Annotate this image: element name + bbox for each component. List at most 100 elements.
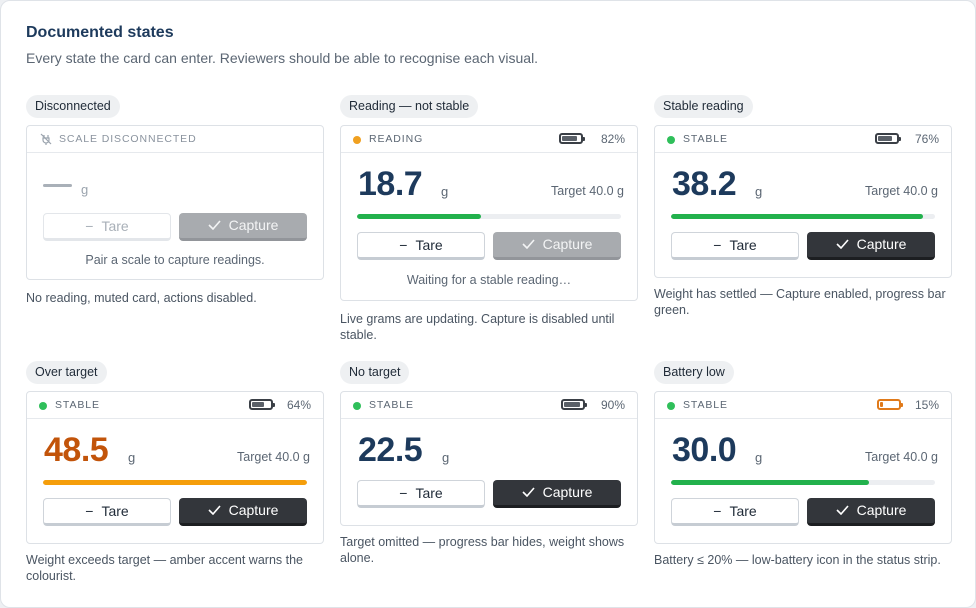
- check-icon: [208, 213, 221, 238]
- tare-button[interactable]: − Tare: [357, 232, 485, 260]
- battery-percent: 90%: [600, 398, 625, 412]
- state-disconnected: Disconnected SCALE DISCONNECTED g − Tare …: [26, 95, 324, 305]
- tare-label: Tare: [729, 503, 757, 519]
- weight-unit: g: [128, 450, 136, 465]
- status-strip: STABLE 64%: [27, 392, 323, 419]
- check-icon: [208, 498, 221, 523]
- state-stable: Stable reading STABLE 76% 38.2 g Target …: [654, 95, 952, 317]
- status-label: STABLE: [683, 133, 728, 145]
- scale-card: STABLE 15% 30.0 g Target 40.0 g − Tare Ca…: [654, 391, 952, 544]
- weight-value: 22.5: [358, 431, 423, 469]
- capture-button[interactable]: Capture: [493, 480, 621, 508]
- weight-value: 48.5: [44, 431, 109, 469]
- state-chip: Battery low: [654, 361, 734, 384]
- tare-label: Tare: [101, 218, 129, 234]
- weight-unit: g: [442, 450, 450, 465]
- page-title: Documented states: [26, 24, 174, 41]
- tare-label: Tare: [415, 485, 443, 501]
- state-caption: Battery ≤ 20% — low-battery icon in the …: [654, 553, 941, 567]
- target-label: Target 40.0 g: [551, 184, 624, 198]
- progress-bar: [671, 214, 935, 219]
- card-note: Waiting for a stable reading…: [406, 273, 572, 287]
- minus-icon: −: [85, 503, 94, 519]
- weight-unit: g: [755, 450, 763, 465]
- battery-percent: 82%: [600, 132, 625, 146]
- capture-label: Capture: [542, 484, 593, 500]
- state-chip: No target: [340, 361, 410, 384]
- minus-icon: −: [85, 218, 94, 234]
- status-dot: [39, 402, 47, 410]
- state-caption: Target omitted — progress bar hides, wei…: [340, 535, 625, 565]
- battery-fill: [878, 136, 892, 141]
- tare-button[interactable]: − Tare: [43, 213, 171, 241]
- progress-bar: [43, 480, 307, 485]
- progress-fill: [43, 480, 307, 485]
- scale-card: SCALE DISCONNECTED g − Tare Capture Pair …: [26, 125, 324, 280]
- battery-icon: [559, 133, 585, 144]
- target-label: Target 40.0 g: [865, 184, 938, 198]
- status-label: STABLE: [369, 399, 414, 411]
- status-label: SCALE DISCONNECTED: [59, 133, 197, 145]
- battery-fill: [564, 402, 581, 407]
- battery-fill: [562, 136, 577, 141]
- tare-button[interactable]: − Tare: [43, 498, 171, 526]
- progress-fill: [671, 480, 869, 485]
- status-strip: STABLE 15%: [655, 392, 951, 419]
- capture-button[interactable]: Capture: [179, 213, 307, 241]
- capture-button[interactable]: Capture: [493, 232, 621, 260]
- minus-icon: −: [399, 237, 408, 253]
- minus-icon: −: [713, 237, 722, 253]
- scale-card: STABLE 64% 48.5 g Target 40.0 g − Tare Ca…: [26, 391, 324, 544]
- tare-button[interactable]: − Tare: [357, 480, 485, 508]
- weight-unit: g: [755, 184, 763, 199]
- capture-label: Capture: [228, 502, 279, 518]
- battery-percent: 76%: [914, 132, 939, 146]
- battery-low-icon: [877, 399, 903, 410]
- state-reading: Reading — not stable READING 82% 18.7 g …: [340, 95, 638, 342]
- capture-label: Capture: [856, 236, 907, 252]
- weight-value: 18.7: [358, 165, 423, 203]
- battery-percent: 64%: [286, 398, 311, 412]
- capture-label: Capture: [228, 217, 279, 233]
- state-chip: Stable reading: [654, 95, 753, 118]
- status-strip: STABLE 76%: [655, 126, 951, 153]
- state-caption: Weight has settled — Capture enabled, pr…: [654, 287, 946, 317]
- check-icon: [522, 232, 535, 257]
- status-label: READING: [369, 133, 424, 145]
- status-strip: STABLE 90%: [341, 392, 637, 419]
- target-label: Target 40.0 g: [237, 450, 310, 464]
- status-strip: READING 82%: [341, 126, 637, 153]
- weight-value: 30.0: [672, 431, 737, 469]
- state-battery-low: Battery low STABLE 15% 30.0 g Target 40.…: [654, 361, 952, 567]
- scale-card: READING 82% 18.7 g Target 40.0 g − Tare C…: [340, 125, 638, 301]
- status-label: STABLE: [55, 399, 100, 411]
- progress-bar: [357, 214, 621, 219]
- tare-label: Tare: [101, 503, 129, 519]
- battery-icon: [561, 399, 587, 410]
- status-label: STABLE: [683, 399, 728, 411]
- state-chip: Over target: [26, 361, 107, 384]
- plug-off-icon: [40, 133, 52, 148]
- check-icon: [836, 498, 849, 523]
- tare-button[interactable]: − Tare: [671, 232, 799, 260]
- state-caption: Live grams are updating. Capture is disa…: [340, 312, 615, 342]
- state-chip: Disconnected: [26, 95, 120, 118]
- progress-bar: [671, 480, 935, 485]
- status-dot: [667, 402, 675, 410]
- tare-button[interactable]: − Tare: [671, 498, 799, 526]
- progress-fill: [671, 214, 924, 219]
- check-icon: [836, 232, 849, 257]
- tare-label: Tare: [415, 237, 443, 253]
- battery-icon: [875, 133, 901, 144]
- weight-unit: g: [81, 182, 89, 197]
- capture-button[interactable]: Capture: [807, 232, 935, 260]
- status-dot: [353, 402, 361, 410]
- capture-button[interactable]: Capture: [179, 498, 307, 526]
- status-dot: [667, 136, 675, 144]
- tare-label: Tare: [729, 237, 757, 253]
- weight-value: 38.2: [672, 165, 737, 203]
- state-chip: Reading — not stable: [340, 95, 479, 118]
- state-caption: No reading, muted card, actions disabled…: [26, 291, 257, 305]
- capture-button[interactable]: Capture: [807, 498, 935, 526]
